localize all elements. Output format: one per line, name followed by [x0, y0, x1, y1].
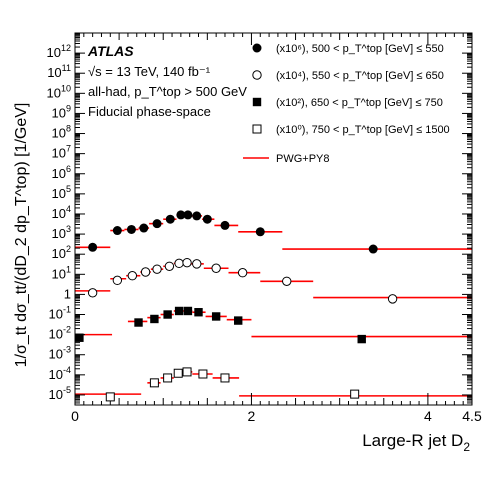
y-tick-label: 1012 [47, 43, 71, 60]
y-tick-label: 103 [52, 224, 71, 241]
data-point-series-0 [220, 220, 230, 230]
y-tick-label: 10-1 [49, 305, 71, 322]
data-point-series-2 [357, 334, 366, 344]
y-tick-label: 10-4 [49, 365, 71, 382]
data-point-series-1 [152, 264, 162, 274]
y-tick-label: 108 [52, 124, 71, 141]
data-point-series-0 [165, 214, 175, 224]
phase-space-annotation: Fiducial phase-space [88, 104, 211, 119]
y-tick-label: 10-3 [49, 345, 71, 362]
y-tick-label: 106 [52, 164, 71, 181]
legend-label-3: (x10⁰), 750 < p_T^top [GeV] ≤ 1500 [276, 124, 450, 136]
x-tick-label: 2 [248, 408, 256, 424]
data-point-series-3 [105, 392, 115, 402]
data-point-series-0 [202, 214, 212, 224]
legend-marker-1 [252, 70, 262, 80]
y-tick-label: 107 [52, 144, 71, 161]
x-tick-label: 4 [424, 408, 432, 424]
data-point-series-1 [112, 275, 123, 286]
data-point-series-2 [234, 316, 243, 325]
data-point-series-3 [350, 389, 360, 399]
data-point-series-1 [164, 261, 175, 271]
y-tick-label: 10-5 [49, 385, 71, 402]
legend-label-4: PWG+PY8 [276, 153, 330, 165]
data-point-series-2 [163, 310, 172, 319]
data-point-series-1 [127, 271, 138, 281]
x-tick-label: 4.5 [462, 408, 482, 424]
y-tick-label: 109 [52, 103, 71, 120]
data-point-series-1 [237, 268, 248, 278]
data-point-series-1 [87, 288, 98, 298]
data-point-series-0 [368, 244, 378, 254]
data-point-series-1 [182, 257, 192, 268]
y-tick-label: 1011 [47, 63, 71, 80]
data-point-series-3 [173, 368, 183, 378]
y-tick-label: 101 [52, 264, 71, 281]
data-point-series-0 [183, 210, 193, 220]
y-axis-title: 1/σ_tt dσ_tt/(dD_2 dp_T^top) [1/GeV] [13, 103, 30, 368]
legend-marker-0 [252, 43, 262, 53]
data-point-series-2 [194, 308, 203, 317]
data-point-series-3 [198, 369, 208, 379]
data-point-series-2 [211, 312, 221, 321]
data-point-series-1 [174, 258, 184, 269]
data-point-series-0 [152, 219, 162, 229]
data-point-series-0 [192, 211, 202, 221]
legend-label-2: (x10²), 650 < p_T^top [GeV] ≤ 750 [276, 97, 443, 109]
legend-label-0: (x10⁶), 500 < p_T^top [GeV] ≤ 550 [276, 43, 444, 55]
y-tick-label: 1 [64, 286, 71, 301]
y-tick-label: 102 [52, 244, 71, 261]
data-point-series-2 [174, 306, 184, 316]
data-point-series-2 [183, 306, 193, 316]
data-point-series-1 [211, 263, 221, 273]
y-tick-label: 1010 [47, 83, 71, 100]
legend-marker-2 [252, 97, 262, 107]
data-point-series-3 [149, 378, 159, 388]
data-point-series-0 [112, 226, 122, 236]
data-point-series-0 [176, 210, 186, 220]
data-point-series-3 [220, 373, 230, 383]
legend-marker-3 [252, 124, 262, 134]
y-tick-label: 104 [52, 204, 71, 221]
atlas-label: ATLAS [87, 43, 134, 59]
y-tick-label: 10-2 [49, 325, 71, 342]
data-point-series-0 [139, 223, 149, 233]
data-point-series-0 [255, 227, 265, 237]
x-axis-title: Large-R jet D2 [362, 431, 470, 454]
data-point-series-1 [140, 267, 151, 277]
plot-frame [74, 32, 473, 406]
data-point-series-2 [134, 318, 143, 327]
y-tick-label: 105 [52, 184, 71, 201]
selection-annotation: all-had, p_T^top > 500 GeV [88, 84, 247, 99]
data-point-series-0 [126, 224, 136, 234]
x-tick-label: 0 [71, 408, 79, 424]
data-point-series-1 [282, 276, 292, 286]
legend-label-1: (x10⁴), 550 < p_T^top [GeV] ≤ 650 [276, 70, 444, 82]
data-point-series-0 [88, 242, 98, 252]
data-point-series-2 [150, 314, 159, 324]
data-point-series-1 [192, 259, 202, 269]
data-point-series-3 [182, 367, 192, 377]
energy-annotation: √s = 13 TeV, 140 fb⁻¹ [88, 64, 211, 79]
data-point-series-1 [387, 294, 398, 304]
data-point-series-3 [163, 373, 173, 383]
